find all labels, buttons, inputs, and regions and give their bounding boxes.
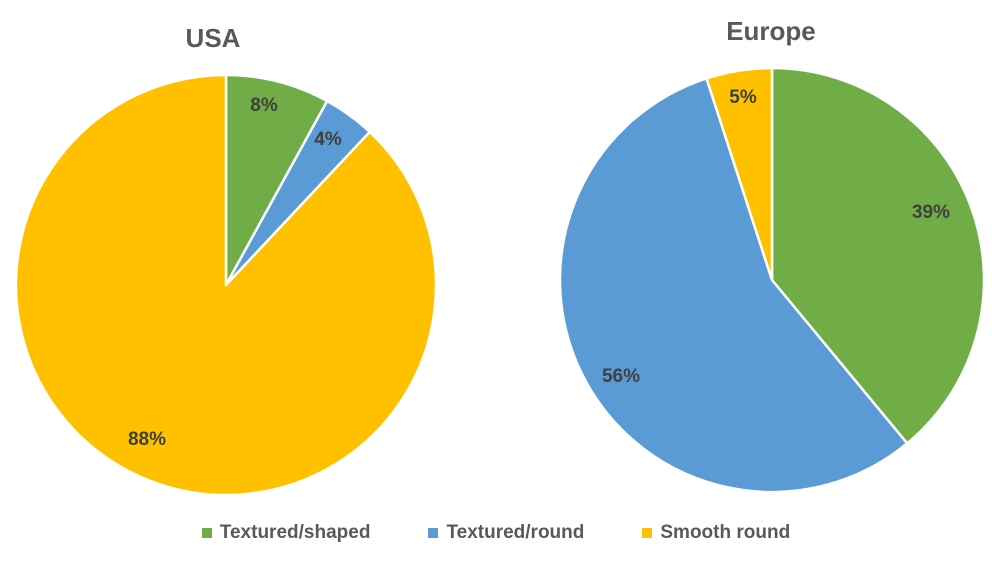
legend-label-textured-round: Textured/round — [446, 522, 585, 543]
pie-chart-usa: 8% 4% 88% USA — [14, 23, 438, 497]
data-label-textured-shaped: 8% — [250, 95, 278, 116]
pie-slice-smooth-round — [14, 73, 438, 497]
legend-item-smooth-round: Smooth round — [642, 522, 790, 544]
pie-slice-smooth-round — [705, 66, 774, 282]
data-label-smooth-round: 5% — [729, 87, 757, 108]
data-label-textured-shaped: 39% — [912, 202, 950, 223]
data-label-smooth-round: 88% — [128, 429, 166, 450]
chart-title: USA — [186, 23, 241, 53]
pie-chart-europe: 39% 56% 5% Europe — [558, 16, 986, 494]
pie-slice-textured-round — [558, 77, 909, 494]
data-label-textured-round: 56% — [602, 366, 640, 387]
legend-swatch-textured-round — [428, 528, 439, 538]
legend-item-textured-round: Textured/round — [428, 522, 584, 544]
legend-item-textured-shaped: Textured/shaped — [201, 522, 371, 544]
legend-label-smooth-round: Smooth round — [660, 522, 791, 543]
legend: Textured/shaped Textured/round Smooth ro… — [0, 518, 992, 548]
legend-swatch-smooth-round — [642, 528, 653, 538]
pie-slice-textured-shaped — [770, 66, 986, 445]
pie-slice-textured-shaped — [224, 73, 329, 287]
legend-label-textured-shaped: Textured/shaped — [219, 522, 371, 543]
data-label-textured-round: 4% — [314, 129, 342, 150]
legend-swatch-textured-shaped — [201, 528, 212, 538]
chart-title: Europe — [726, 16, 816, 46]
